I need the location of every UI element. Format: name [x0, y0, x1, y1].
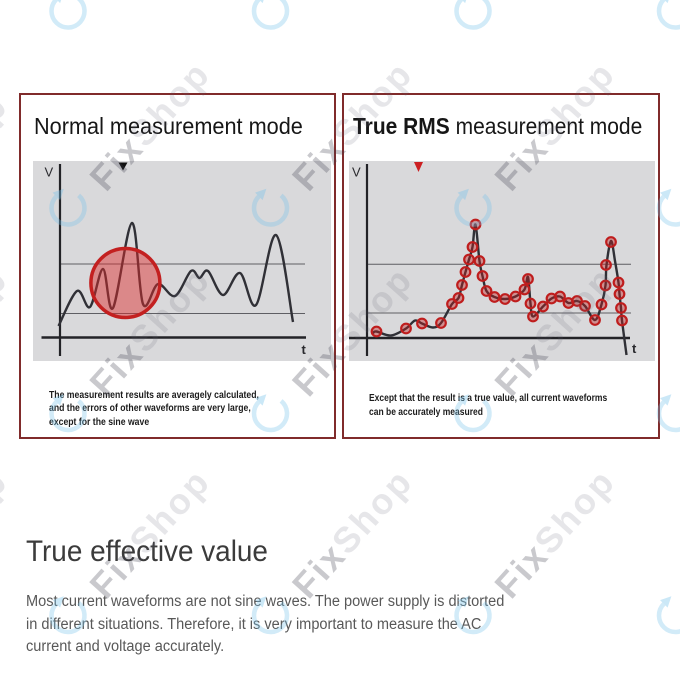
svg-text:FixShop: FixShop	[284, 460, 421, 605]
svg-text:t: t	[632, 341, 637, 356]
svg-text:V: V	[352, 165, 361, 180]
svg-text:FixShop: FixShop	[0, 0, 12, 3]
svg-text:FixShop: FixShop	[81, 460, 218, 605]
svg-text:FixShop: FixShop	[0, 460, 16, 605]
svg-text:FixShop: FixShop	[0, 85, 16, 230]
svg-text:FixShop: FixShop	[486, 460, 623, 605]
svg-text:FixShop: FixShop	[0, 258, 16, 403]
svg-text:V: V	[45, 165, 54, 180]
svg-text:t: t	[302, 342, 307, 357]
